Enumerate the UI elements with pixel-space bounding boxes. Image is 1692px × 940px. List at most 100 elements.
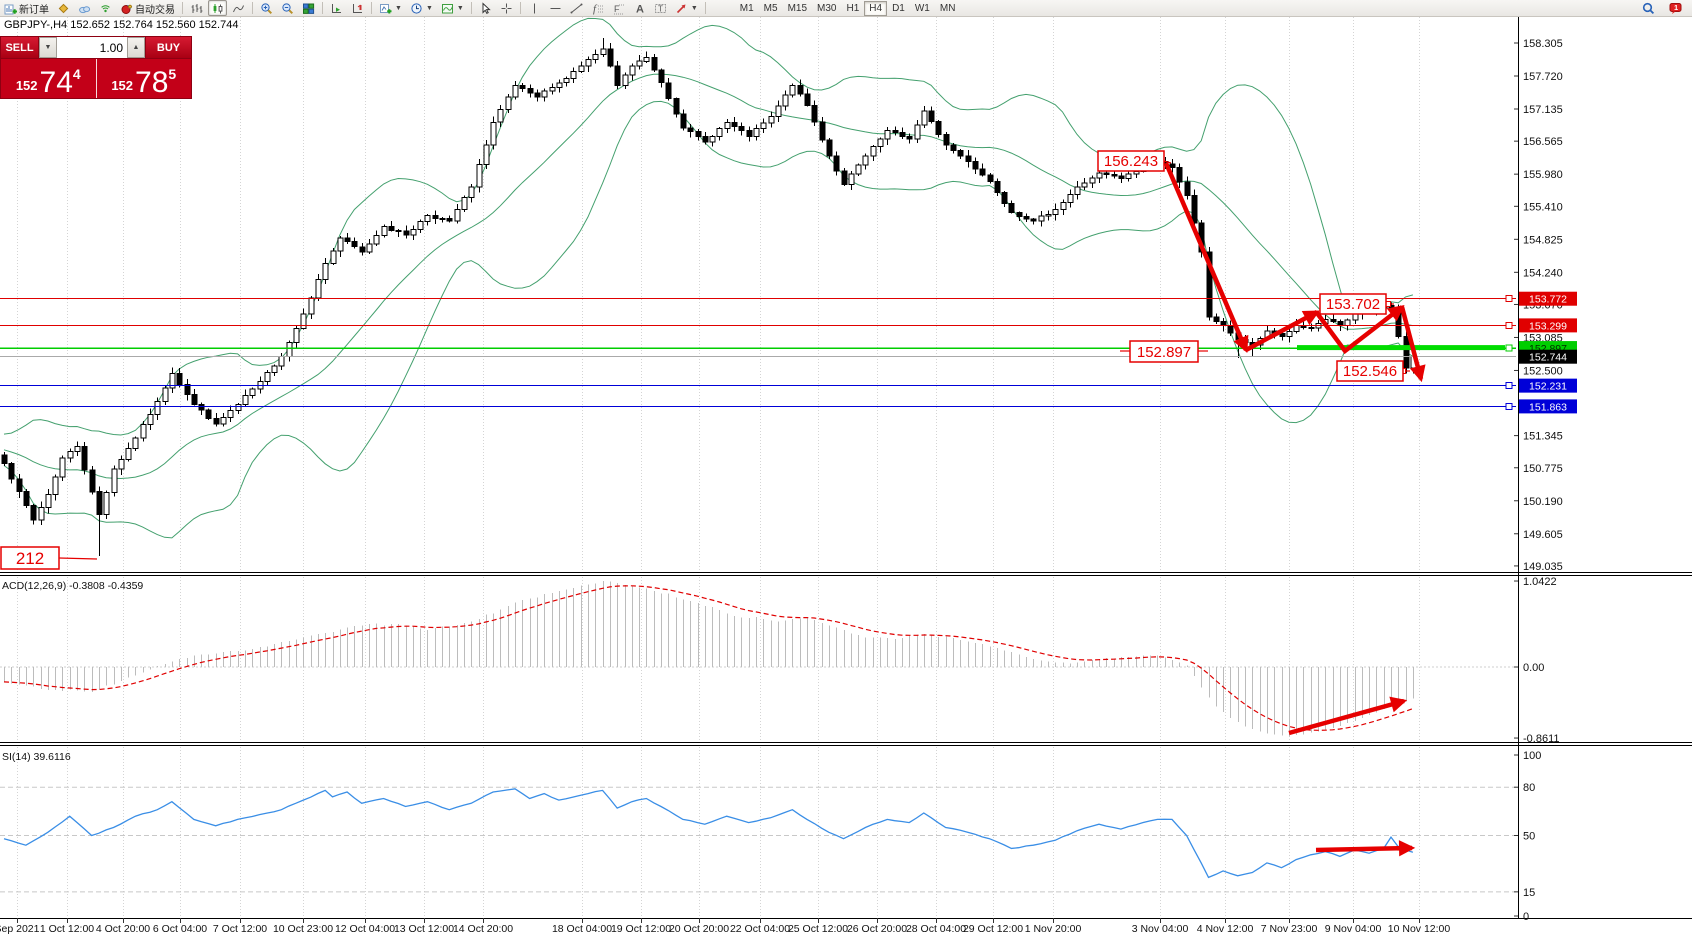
new-order-icon [4, 4, 17, 14]
arrows-button[interactable]: ▼ [672, 0, 701, 16]
price-annotation-text: 156.243 [1104, 153, 1158, 170]
horizontal-line-button[interactable] [546, 0, 565, 16]
bar-chart-button[interactable] [187, 0, 206, 16]
timeframe-m1[interactable]: M1 [739, 2, 754, 14]
price-annotation-box [1336, 360, 1404, 382]
svg-text:7 Oct 12:00: 7 Oct 12:00 [213, 923, 267, 935]
zoom-in-button[interactable] [257, 0, 276, 16]
zoom-out-button[interactable] [278, 0, 297, 16]
toolbar-separator [182, 2, 183, 14]
indicators-button[interactable]: ▼ [376, 0, 405, 16]
new-order-button[interactable]: 新订单 [1, 0, 52, 16]
toolbar-button-label: 自动交易 [135, 4, 175, 16]
svg-text:50: 50 [1523, 831, 1535, 843]
volume-increase-button[interactable]: ▲ [127, 37, 145, 58]
candlestick-button[interactable] [208, 0, 227, 16]
trendline-button[interactable] [567, 0, 586, 16]
volume-decrease-button[interactable]: ▼ [39, 37, 57, 58]
svg-text:10 Oct 23:00: 10 Oct 23:00 [273, 923, 333, 935]
auto-trading-icon [121, 4, 133, 14]
toolbar-separator [252, 2, 253, 14]
notification-button[interactable]: 1 [1666, 0, 1685, 16]
svg-text:6 Oct 04:00: 6 Oct 04:00 [153, 923, 207, 935]
price-annotation-box [1319, 293, 1387, 315]
trend-arrow [1315, 305, 1405, 355]
periods-button[interactable]: ▼ [407, 0, 436, 16]
line-chart-button[interactable] [229, 0, 248, 16]
buy-button[interactable]: BUY [145, 37, 191, 58]
timeframe-mn[interactable]: MN [939, 2, 956, 14]
timeframe-h1[interactable]: H1 [846, 2, 860, 14]
svg-text:15: 15 [1523, 887, 1535, 899]
line-chart-icon [233, 4, 244, 12]
svg-text:7 Nov 23:00: 7 Nov 23:00 [1261, 923, 1318, 935]
price-annotation-box [1129, 340, 1199, 363]
macd-label: ACD(12,26,9) -0.3808 -0.4359 [2, 580, 143, 592]
vertical-line-button[interactable] [525, 0, 544, 16]
timeframe-d1[interactable]: D1 [892, 2, 905, 14]
svg-text:154.825: 154.825 [1523, 234, 1563, 246]
chart-shift-icon [353, 3, 362, 13]
svg-text:18 Oct 04:00: 18 Oct 04:00 [552, 923, 612, 935]
buy-price-sup: 5 [168, 66, 177, 82]
toolbar-separator [470, 2, 472, 14]
text-button[interactable]: A [630, 0, 649, 16]
text-label-button[interactable]: T [651, 0, 670, 16]
svg-text:152.500: 152.500 [1523, 365, 1563, 377]
chevron-down-icon: ▼ [690, 4, 698, 12]
chart-shift-button[interactable] [348, 0, 367, 16]
search-button[interactable] [1639, 0, 1658, 16]
zoom-out-icon [282, 2, 294, 14]
buy-price[interactable]: 152 78 5 [97, 59, 192, 98]
date-gridlines [17, 17, 1420, 917]
analysis-annotations[interactable]: 156.243 153.702 152.897 152.546 212 [0, 150, 1426, 857]
timeframe-w1[interactable]: W1 [914, 2, 930, 14]
svg-text:-0.8611: -0.8611 [1523, 733, 1560, 745]
trend-arrow [1288, 696, 1408, 736]
signal-button[interactable] [96, 0, 115, 16]
price-annotation-box [1097, 150, 1165, 172]
volume-input[interactable] [57, 37, 127, 58]
cloud-icon [79, 5, 91, 13]
arrows-icon [676, 4, 686, 13]
timeframe-h4[interactable]: H4 [864, 0, 888, 16]
trend-arrow [1244, 310, 1320, 352]
fibonacci-button[interactable]: f [588, 0, 607, 16]
cursor-button[interactable] [476, 0, 495, 16]
sell-price[interactable]: 152 74 4 [1, 59, 97, 98]
cloud-button[interactable] [75, 0, 94, 16]
chevron-down-icon: ▼ [425, 4, 433, 12]
auto-scroll-button[interactable] [327, 0, 346, 16]
buy-price-prefix: 152 [111, 78, 134, 93]
svg-text:150.775: 150.775 [1523, 463, 1563, 475]
price-annotation-text: 153.702 [1326, 296, 1380, 313]
chevron-down-icon: ▼ [456, 4, 464, 12]
price-annotation-text: 152.897 [1137, 344, 1191, 361]
fibonacci-icon: f [593, 3, 603, 15]
auto-trading-button[interactable]: 自动交易 [117, 0, 178, 16]
toolbar-separator [519, 2, 521, 14]
timeframe-m5[interactable]: M5 [763, 2, 778, 14]
svg-text:153.299: 153.299 [1529, 320, 1567, 332]
sell-price-prefix: 152 [15, 78, 38, 93]
svg-text:1: 1 [1674, 3, 1678, 12]
gold-diamond-button[interactable] [54, 0, 73, 16]
support-zone[interactable] [1297, 345, 1505, 351]
timeframe-m30[interactable]: M30 [817, 2, 837, 14]
trendline-icon [570, 3, 583, 13]
sell-button[interactable]: SELL [1, 37, 39, 58]
vertical-line-icon [533, 3, 535, 13]
channel-button[interactable]: F [609, 0, 628, 16]
horizontal-lines[interactable] [0, 295, 1516, 410]
crosshair-button[interactable] [497, 0, 516, 16]
svg-text:4 Nov 12:00: 4 Nov 12:00 [1197, 923, 1254, 935]
tile-windows-button[interactable] [299, 0, 318, 16]
timeframe-m15[interactable]: M15 [787, 2, 808, 14]
svg-text:22 Oct 04:00: 22 Oct 04:00 [730, 923, 790, 935]
crosshair-icon [501, 3, 512, 13]
templates-button[interactable]: ▼ [438, 0, 467, 16]
templates-icon [441, 3, 453, 13]
svg-text:151.345: 151.345 [1523, 431, 1563, 443]
